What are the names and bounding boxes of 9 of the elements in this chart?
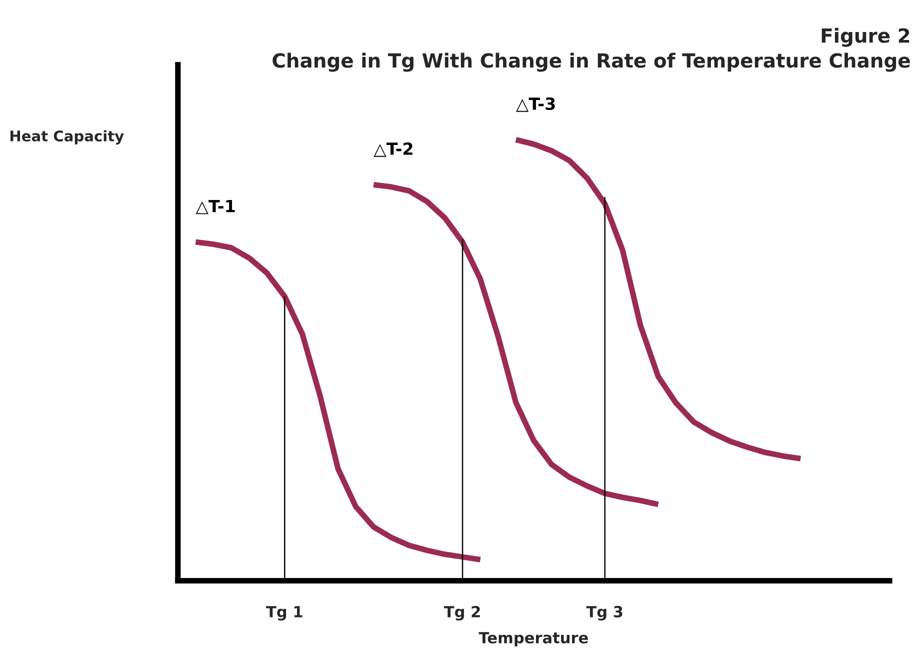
series-label: △T-3 [516,97,555,112]
series-label: △T-2 [374,142,412,157]
x-tick-label: Tg 3 [586,606,622,621]
x-tick-label: Tg 1 [266,606,302,621]
x-tick-label: Tg 2 [444,606,480,621]
chart-title: Figure 2 Change in Tg With Change in Rate of Temperature Change [272,28,910,72]
x-axis-title: Temperature [478,632,588,646]
series-label: △T-1 [196,200,235,214]
y-axis-title: Heat Capacity [10,130,124,144]
